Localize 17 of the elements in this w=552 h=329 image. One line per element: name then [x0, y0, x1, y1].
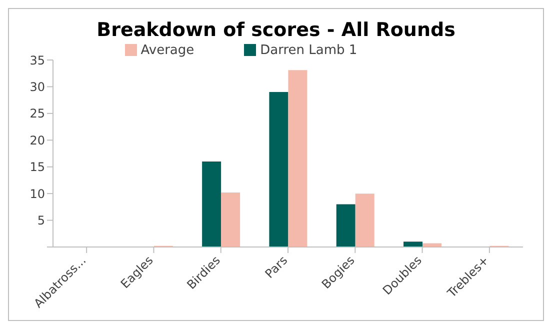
bar	[403, 242, 422, 247]
y-tick-label: 35	[30, 53, 45, 68]
bar	[336, 204, 356, 247]
legend-label: Average	[140, 43, 194, 58]
y-tick-label: 25	[30, 106, 45, 121]
bar	[202, 162, 222, 247]
chart-title: Breakdown of scores - All Rounds	[96, 19, 456, 41]
y-tick-label: 5	[37, 214, 45, 228]
y-tick-label: 10	[30, 186, 45, 201]
y-tick-label: 20	[30, 133, 45, 148]
bar	[269, 92, 288, 247]
bar	[288, 70, 308, 247]
legend-label: Darren Lamb 1	[260, 43, 358, 58]
bar	[221, 192, 240, 247]
y-tick-label: 15	[30, 160, 45, 174]
y-tick-label: 30	[30, 80, 45, 94]
bar	[355, 194, 374, 247]
